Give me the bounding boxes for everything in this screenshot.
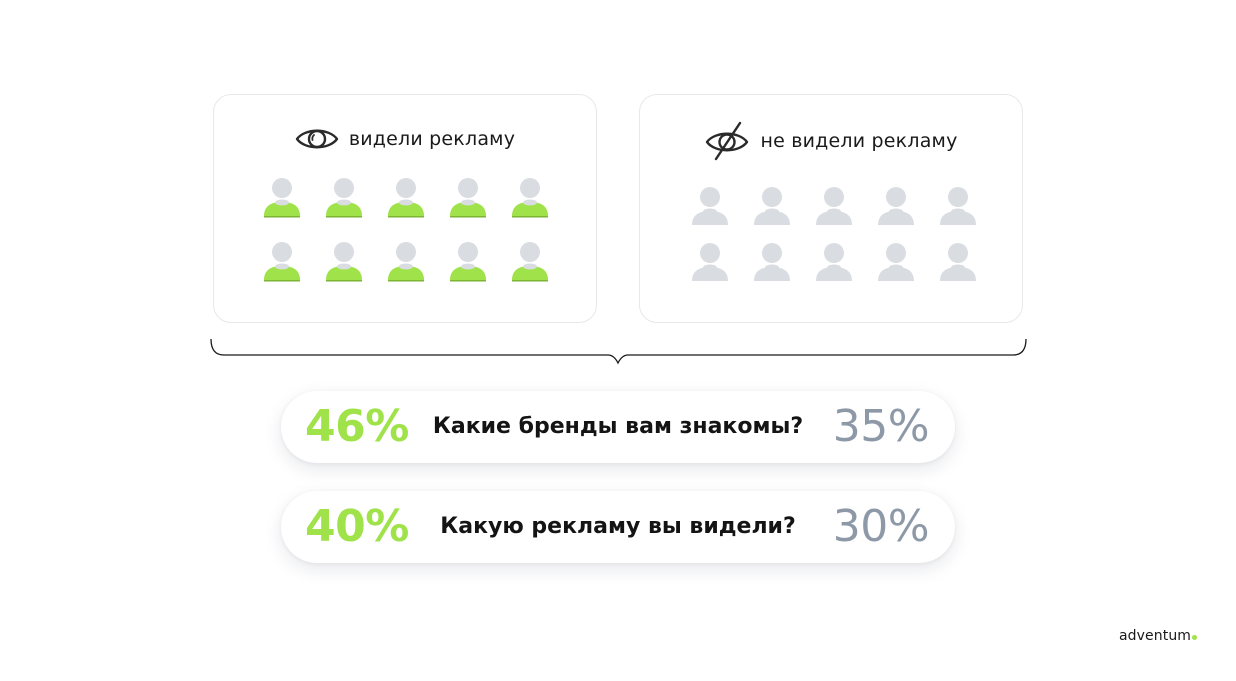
seen-ad-panel: видели рекламу — [213, 94, 597, 323]
question-text: Какие бренды вам знакомы? — [432, 414, 804, 439]
unseen-ad-panel: не видели рекламу — [639, 94, 1023, 323]
seen-people-grid — [262, 177, 550, 282]
seen-ad-header: видели рекламу — [214, 125, 596, 153]
unseen-percent: 35% — [832, 401, 930, 452]
curly-brace — [210, 338, 1027, 365]
person-icon — [388, 242, 424, 282]
person-icon — [450, 178, 486, 218]
person-icon — [940, 187, 976, 225]
seen-percent: 46% — [305, 401, 409, 452]
unseen-ad-header: не видели рекламу — [640, 121, 1022, 161]
eye-crossed-icon — [706, 121, 749, 161]
seen-ad-label: видели рекламу — [348, 128, 516, 150]
stat-row-brands: 46% Какие бренды вам знакомы? 35% — [281, 391, 955, 463]
person-icon — [264, 242, 300, 282]
person-icon — [326, 178, 362, 218]
person-icon — [754, 187, 790, 225]
person-icon — [692, 243, 728, 281]
person-icon — [450, 242, 486, 282]
person-icon — [816, 243, 852, 281]
person-icon — [326, 242, 362, 282]
person-icon — [512, 242, 548, 282]
seen-percent: 40% — [305, 501, 409, 552]
person-icon — [940, 243, 976, 281]
stat-row-ads: 40% Какую рекламу вы видели? 30% — [281, 491, 955, 563]
question-text: Какую рекламу вы видели? — [440, 514, 796, 539]
unseen-percent: 30% — [832, 501, 930, 552]
unseen-people-grid — [690, 186, 978, 283]
logo-dot — [1192, 635, 1198, 640]
unseen-ad-label: не видели рекламу — [760, 130, 958, 152]
person-icon — [264, 178, 300, 218]
eye-icon — [295, 129, 339, 149]
person-icon — [692, 187, 728, 225]
person-icon — [816, 187, 852, 225]
person-icon — [512, 178, 548, 218]
person-icon — [388, 178, 424, 218]
person-icon — [878, 243, 914, 281]
person-icon — [754, 243, 790, 281]
logo-text: adventum — [1119, 628, 1192, 644]
person-icon — [878, 187, 914, 225]
adventum-logo: adventum — [1119, 628, 1198, 644]
